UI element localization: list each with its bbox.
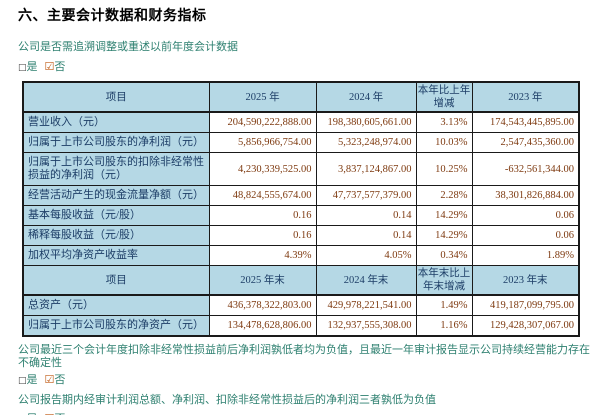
cell-value: 429,978,221,541.00 (315, 294, 417, 316)
column-header: 2025 年 (208, 81, 317, 113)
checkbox-unchecked-icon: □ (18, 63, 27, 73)
cell-value: 47,737,577,379.00 (315, 185, 417, 206)
cell-value: 436,378,322,803.00 (208, 294, 317, 316)
cell-value: 419,187,099,795.00 (471, 294, 580, 316)
restatement-answer: □是 ☑否 (18, 60, 593, 75)
column-header: 2024 年末 (315, 265, 417, 296)
checkbox-checked-icon: ☑ (45, 412, 55, 415)
cell-value: 0.34% (415, 245, 473, 266)
cell-value: 3.13% (415, 111, 473, 133)
table-row: 归属于上市公司股东的净利润（元） 5,856,966,754.00 5,323,… (22, 132, 580, 153)
cell-value: 198,380,605,661.00 (315, 111, 417, 133)
yes-label: 是 (26, 61, 38, 73)
cell-value: 129,428,307,067.00 (471, 315, 580, 337)
cell-value: 5,323,248,974.00 (315, 132, 417, 153)
no-label: 否 (54, 61, 66, 73)
column-header: 本年比上年 增减 (415, 81, 473, 113)
cell-value: 4.39% (208, 245, 317, 266)
no-label: 否 (54, 374, 66, 386)
cell-value: 14.29% (415, 225, 473, 246)
table-row: 归属于上市公司股东的净资产（元） 134,478,628,806.00 132,… (22, 315, 580, 337)
table-row: 经营活动产生的现金流量净额（元） 48,824,555,674.00 47,73… (22, 185, 580, 206)
table1-header-row: 项目 2025 年 2024 年 本年比上年 增减 2023 年 (22, 81, 580, 113)
row-label: 基本每股收益（元/股） (22, 205, 210, 226)
column-header: 2025 年末 (208, 265, 317, 296)
cell-value: 10.03% (415, 132, 473, 153)
cell-value: 3,837,124,867.00 (315, 152, 417, 186)
table-row: 归属于上市公司股东的扣除非经常性损益的净利润（元） 4,230,339,525.… (22, 152, 580, 186)
cell-value: 0.14 (315, 225, 417, 246)
column-header: 项目 (22, 81, 210, 113)
no-label: 否 (54, 413, 65, 415)
cell-value: 4.05% (315, 245, 417, 266)
cell-value: 2,547,435,360.00 (471, 132, 580, 153)
row-label: 稀释每股收益（元/股） (22, 225, 210, 246)
cell-value: 1.16% (415, 315, 473, 337)
table-row: 营业收入（元） 204,590,222,888.00 198,380,605,6… (22, 111, 580, 133)
cell-value: 1.49% (415, 294, 473, 316)
row-label: 加权平均净资产收益率 (22, 245, 210, 266)
going-concern-answer: □是 ☑否 (18, 373, 593, 388)
row-label: 归属于上市公司股东的净利润（元） (22, 132, 210, 153)
column-header: 本年末比上 年末增减 (415, 265, 473, 296)
table-row: 加权平均净资产收益率 4.39% 4.05% 0.34% 1.89% (22, 245, 580, 266)
table-row: 稀释每股收益（元/股） 0.16 0.14 14.29% 0.06 (22, 225, 580, 246)
audited-profit-note: 公司报告期内经审计利润总额、净利润、扣除非经常性损益后的净利润三者孰低为负值 (18, 394, 436, 406)
column-header: 2024 年 (315, 81, 417, 113)
column-header: 2023 年末 (471, 265, 580, 296)
cell-value: 204,590,222,888.00 (208, 111, 317, 133)
cell-value: 10.25% (415, 152, 473, 186)
cell-value: 5,856,966,754.00 (208, 132, 317, 153)
cell-value: 0.16 (208, 225, 317, 246)
cell-value: 2.28% (415, 185, 473, 206)
table-row: 总资产（元） 436,378,322,803.00 429,978,221,54… (22, 294, 580, 316)
checkbox-checked-icon: ☑ (44, 60, 55, 73)
cell-value: 38,301,826,884.00 (471, 185, 580, 206)
column-header: 项目 (22, 265, 210, 296)
cell-value: 48,824,555,674.00 (208, 185, 317, 206)
row-label: 归属于上市公司股东的扣除非经常性损益的净利润（元） (22, 152, 210, 186)
restatement-question: 公司是否需追溯调整或重述以前年度会计数据 (18, 41, 238, 53)
cell-value: 0.16 (208, 205, 317, 226)
cell-value: 174,543,445,895.00 (471, 111, 580, 133)
yes-label: 是 (27, 413, 38, 415)
audited-profit-answer: □是☑否 (18, 412, 593, 415)
cell-value: 14.29% (415, 205, 473, 226)
row-label: 营业收入（元） (22, 111, 210, 133)
row-label: 经营活动产生的现金流量净额（元） (22, 185, 210, 206)
checkbox-unchecked-icon: □ (18, 376, 27, 386)
cell-value: 4,230,339,525.00 (208, 152, 317, 186)
cell-value: 134,478,628,806.00 (208, 315, 317, 337)
going-concern-note: 公司最近三个会计年度扣除非经常性损益前后净利润孰低者均为负值，且最近一年审计报告… (18, 344, 590, 369)
checkbox-checked-icon: ☑ (44, 373, 55, 386)
yes-label: 是 (26, 374, 38, 386)
section-title: 六、主要会计数据和财务指标 (18, 9, 207, 24)
financial-indicators-table: 项目 2025 年 2024 年 本年比上年 增减 2023 年 营业收入（元）… (22, 81, 580, 337)
cell-value: 1.89% (471, 245, 580, 266)
column-header: 2023 年 (471, 81, 580, 113)
cell-value: 0.06 (471, 225, 580, 246)
cell-value: -632,561,344.00 (471, 152, 580, 186)
cell-value: 132,937,555,308.00 (315, 315, 417, 337)
cell-value: 0.06 (471, 205, 580, 226)
row-label: 归属于上市公司股东的净资产（元） (22, 315, 210, 337)
cell-value: 0.14 (315, 205, 417, 226)
row-label: 总资产（元） (22, 294, 210, 316)
table2-header-row: 项目 2025 年末 2024 年末 本年末比上 年末增减 2023 年末 (22, 265, 580, 296)
table-row: 基本每股收益（元/股） 0.16 0.14 14.29% 0.06 (22, 205, 580, 226)
